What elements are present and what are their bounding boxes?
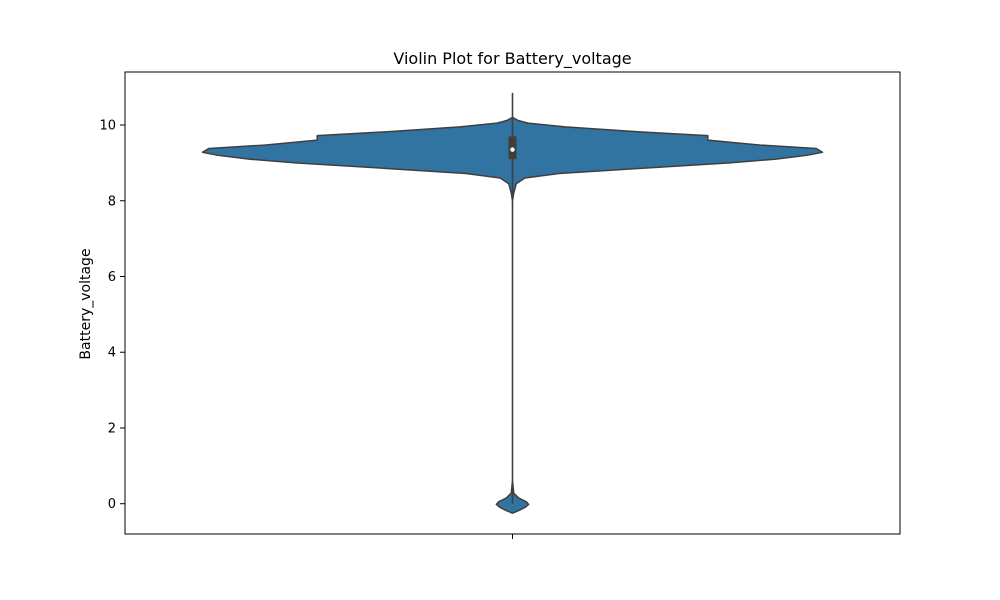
y-tick-label: 10 [99,119,116,134]
y-tick-label: 0 [108,497,116,512]
chart-title: Violin Plot for Battery_voltage [393,49,631,69]
y-tick-label: 6 [108,270,116,285]
y-tick-label: 8 [108,194,116,209]
y-axis-label: Battery_voltage [78,248,94,359]
y-tick-label: 2 [108,421,116,436]
violin-layer [201,92,824,514]
y-axis-ticks: 0 2 4 6 8 10 [99,119,125,512]
y-tick-label: 4 [108,346,116,361]
violin-median-point [510,147,515,152]
